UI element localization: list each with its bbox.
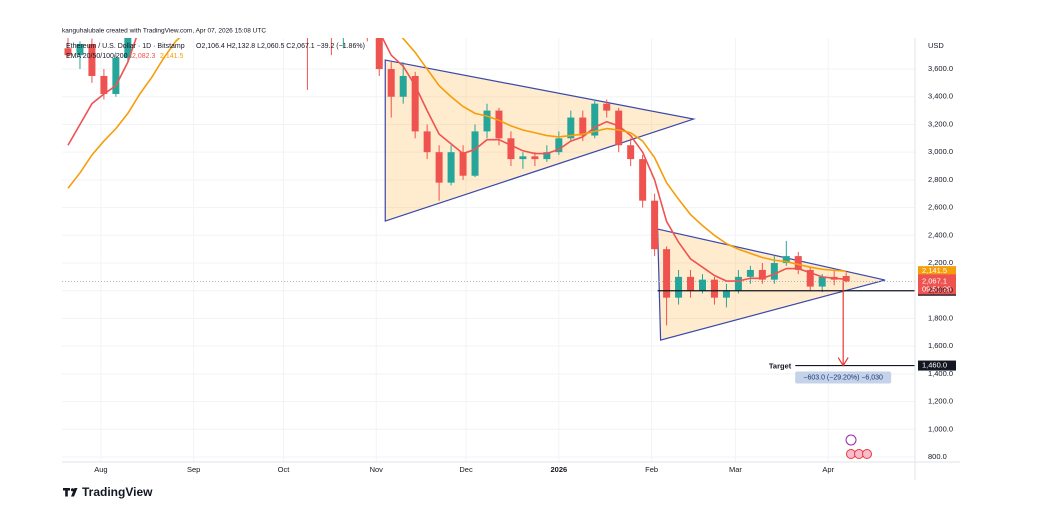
- candle-body: [483, 110, 491, 132]
- ema-line: [67, 38, 847, 282]
- candle-body: [435, 152, 443, 183]
- y-tick-label: 3,000.0: [928, 147, 953, 156]
- level-label: 1,460.0: [922, 361, 947, 370]
- indicator-value: 2,082.3: [132, 53, 155, 60]
- candle-body: [746, 269, 754, 277]
- plot-area: [62, 38, 915, 341]
- price-label-bg: [918, 276, 956, 295]
- y-tick-label: 3,600.0: [928, 64, 953, 73]
- candle-body: [64, 48, 72, 56]
- candle-body: [471, 131, 479, 176]
- measure-label-bg: [795, 371, 892, 384]
- x-tick-label: Oct: [278, 465, 291, 474]
- candle-body: [112, 57, 120, 94]
- candle-body: [411, 75, 419, 132]
- brand: TradingView: [82, 485, 153, 499]
- ohlc: O2,106.4 H2,132.8 L2,060.5 C2,067.1 −39.…: [196, 43, 365, 50]
- logo: [63, 488, 78, 497]
- candle-body: [687, 276, 695, 291]
- candle-body: [806, 269, 814, 287]
- candle-body: [387, 69, 395, 97]
- candle-body: [399, 75, 407, 97]
- candle-body: [579, 117, 587, 136]
- candle-body: [782, 256, 790, 264]
- y-tick-label: 1,400.0: [928, 369, 953, 378]
- candle-body: [567, 117, 575, 139]
- candle-body: [651, 200, 659, 250]
- candle-body: [627, 145, 635, 160]
- y-tick-label: 1,200.0: [928, 397, 953, 406]
- candle-body: [459, 152, 467, 176]
- candle-body: [447, 152, 455, 183]
- price-label: 2,067.1: [922, 276, 947, 285]
- candle-body: [76, 44, 84, 56]
- y-tick-label: 3,400.0: [928, 92, 953, 101]
- candle-body: [423, 131, 431, 153]
- x-tick-label: Mar: [729, 465, 742, 474]
- y-tick-label: 1,000.0: [928, 424, 953, 433]
- y-tick-label: 2,400.0: [928, 230, 953, 239]
- price-label: 2,141.5: [922, 266, 947, 275]
- candle-body: [124, 38, 132, 58]
- candle-body: [758, 269, 766, 280]
- x-tick-label: Sep: [187, 465, 200, 474]
- candle-body: [519, 156, 527, 160]
- candle-body: [698, 279, 706, 291]
- candle-body: [88, 44, 96, 76]
- candle-body: [722, 290, 730, 298]
- candle-body: [591, 103, 599, 136]
- level-name: Target: [769, 362, 792, 371]
- y-tick-label: 2,600.0: [928, 203, 953, 212]
- indicator-value: 2,141.5: [160, 53, 183, 60]
- candle-body: [710, 279, 718, 298]
- credit: kanguhalubale created with TradingView.c…: [62, 28, 266, 35]
- candle-body: [794, 256, 802, 270]
- y-tick-label: 2,800.0: [928, 175, 953, 184]
- y-tick-label: 2,200.0: [928, 258, 953, 267]
- y-tick-label: 3,200.0: [928, 119, 953, 128]
- candle-body: [507, 138, 515, 160]
- candle-body: [100, 75, 108, 94]
- level-label-bg: [918, 360, 956, 371]
- measure-label: −603.0 (−29.20%) −6,030: [803, 374, 883, 381]
- candle-body: [555, 138, 563, 153]
- x-tick-label: Apr: [822, 465, 834, 474]
- x-tick-label: Feb: [645, 465, 658, 474]
- candle-body: [603, 103, 611, 111]
- candle-body: [495, 110, 503, 139]
- y-tick-label: 2,000.0: [928, 286, 953, 295]
- event-icons: [845, 434, 872, 459]
- currency: USD: [928, 41, 944, 50]
- indicator: EMA 20/50/100/200: [66, 53, 128, 60]
- triangle-pattern: [656, 228, 886, 341]
- y-tick-label: 800.0: [928, 452, 947, 461]
- candle-body: [375, 38, 383, 70]
- candle-body: [734, 276, 742, 291]
- candle-body: [675, 276, 683, 298]
- countdown: 09:51:29: [922, 284, 951, 293]
- x-tick-label: 2026: [550, 465, 567, 474]
- candle-body: [770, 263, 778, 280]
- x-tick-label: Dec: [459, 465, 473, 474]
- candle-body: [615, 110, 623, 146]
- candle-body: [663, 249, 671, 298]
- arrow-head: [837, 357, 849, 367]
- candle-body: [639, 159, 647, 201]
- candle-body: [531, 156, 539, 160]
- symbol: Ethereum / U.S. Dollar · 1D · Bitstamp: [66, 43, 185, 50]
- y-tick-label: 1,800.0: [928, 313, 953, 322]
- candle-body: [818, 276, 826, 287]
- ema-line: [67, 38, 847, 272]
- triangle-pattern: [384, 59, 696, 222]
- x-tick-label: Aug: [94, 465, 107, 474]
- candle-body: [543, 152, 551, 160]
- y-tick-label: 1,600.0: [928, 341, 953, 350]
- x-tick-label: Nov: [370, 465, 384, 474]
- price-label-bg: [918, 266, 956, 277]
- overlay: 2,000.01,460.0Target2,141.52,082.32,067.…: [657, 266, 956, 384]
